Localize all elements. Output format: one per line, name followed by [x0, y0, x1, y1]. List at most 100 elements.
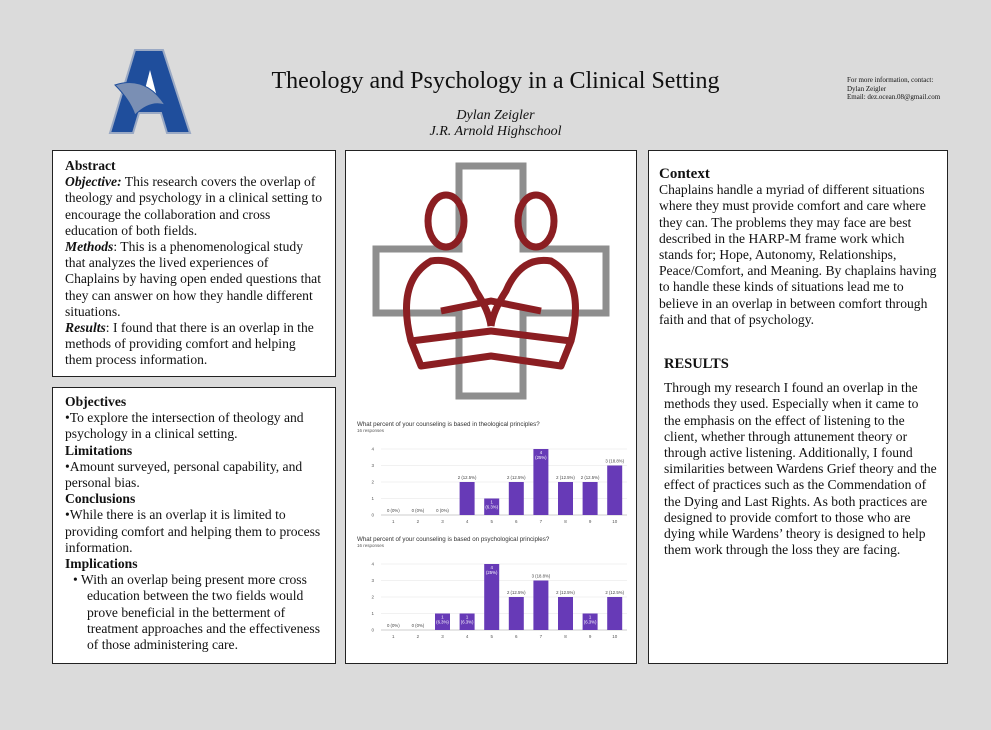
x-tick-label: 2: [417, 634, 420, 639]
contact-line: For more information, contact:: [847, 76, 934, 84]
x-tick-label: 9: [589, 519, 592, 524]
data-label: 2 (12.5%): [581, 475, 600, 480]
results-heading: RESULTS: [664, 356, 729, 373]
data-label: 2 (12.5%): [507, 475, 526, 480]
x-tick-label: 2: [417, 519, 420, 524]
data-label: 0 (0%): [387, 508, 400, 513]
school-logo: [108, 49, 192, 134]
y-tick-label: 4: [371, 562, 374, 567]
data-label: (6.3%): [436, 620, 449, 625]
implications-heading: Implications: [65, 556, 138, 572]
contact-info: For more information, contact: Dylan Zei…: [847, 76, 940, 102]
methods-label: Methods: [65, 239, 114, 255]
bar: [533, 580, 549, 630]
data-label: 1: [466, 615, 469, 620]
data-label: 2 (12.5%): [556, 475, 575, 480]
limitations-text: •Amount surveyed, personal capability, a…: [65, 458, 303, 491]
author-name: Dylan Zeigler: [456, 108, 535, 123]
chart-title: What percent of your counseling is based…: [357, 421, 540, 428]
y-tick-label: 1: [371, 496, 374, 501]
conclusions-heading: Conclusions: [65, 491, 136, 507]
data-label: 4: [540, 450, 543, 455]
context-results-panel: Context Chaplains handle a myriad of dif…: [648, 150, 948, 664]
school-name: J.R. Arnold Highschool: [429, 124, 562, 139]
abstract-heading: Abstract: [65, 158, 116, 173]
data-label: (25%): [486, 570, 498, 575]
bar: [484, 564, 500, 630]
chart-title: What percent of your counseling is based…: [357, 536, 550, 543]
data-label: 0 (0%): [412, 508, 425, 513]
bar: [558, 482, 573, 515]
x-tick-label: 7: [540, 519, 543, 524]
cross-figures-illustration: [372, 162, 610, 400]
data-label: 3 (18.8%): [605, 459, 624, 464]
data-label: 1: [589, 615, 592, 620]
data-label: (6.3%): [485, 505, 498, 510]
bar: [435, 613, 450, 630]
objective-text: This research covers the overlap of theo…: [65, 174, 323, 238]
bar: [484, 498, 500, 515]
data-label: 2 (12.5%): [605, 590, 624, 595]
y-tick-label: 2: [371, 595, 374, 600]
x-tick-label: 8: [564, 519, 567, 524]
results-text: : I found that there is an overlap in th…: [65, 320, 314, 368]
bar: [558, 597, 573, 630]
figures-panel: What percent of your counseling is based…: [345, 150, 637, 664]
objectives-panel: Objectives •To explore the intersection …: [52, 387, 336, 664]
bar: [533, 449, 549, 515]
x-tick-label: 10: [612, 519, 618, 524]
x-tick-label: 9: [589, 634, 592, 639]
context-heading: Context: [659, 166, 710, 182]
implications-text: • With an overlap being present more cro…: [73, 572, 320, 653]
x-tick-label: 5: [490, 519, 493, 524]
author-block: Dylan Zeigler J.R. Arnold Highschool: [0, 108, 991, 140]
x-tick-label: 4: [466, 519, 469, 524]
data-label: 4: [491, 565, 494, 570]
chart-responses: 16 responses: [357, 543, 385, 548]
y-tick-label: 3: [371, 578, 374, 583]
x-tick-label: 5: [490, 634, 493, 639]
chart-theological: What percent of your counseling is based…: [357, 421, 627, 533]
abstract-panel: Abstract Objective: This research covers…: [52, 150, 336, 377]
limitations-heading: Limitations: [65, 442, 133, 458]
data-label: 2 (12.5%): [556, 590, 575, 595]
y-tick-label: 0: [371, 628, 374, 633]
data-label: 0 (0%): [436, 508, 449, 513]
x-tick-label: 7: [540, 634, 543, 639]
x-tick-label: 3: [441, 519, 444, 524]
x-tick-label: 4: [466, 634, 469, 639]
data-label: 0 (0%): [412, 623, 425, 628]
x-tick-label: 8: [564, 634, 567, 639]
data-label: 2 (12.5%): [507, 590, 526, 595]
y-tick-label: 4: [371, 447, 374, 452]
y-tick-label: 1: [371, 611, 374, 616]
bar: [508, 482, 524, 515]
data-label: 1: [441, 615, 444, 620]
bar: [459, 482, 475, 515]
context-text: Chaplains handle a myriad of different s…: [659, 182, 937, 327]
conclusions-text: •While there is an overlap it is limited…: [65, 507, 321, 555]
chart-psychological: What percent of your counseling is based…: [357, 536, 627, 648]
y-tick-label: 3: [371, 463, 374, 468]
data-label: (25%): [535, 455, 547, 460]
contact-email: Email: dez.ocean.08@gmail.com: [847, 93, 941, 101]
bar: [508, 597, 524, 630]
methods-text: : This is a phenomenological study that …: [65, 239, 321, 319]
bar: [582, 613, 598, 630]
objectives-text: •To explore the intersection of theology…: [65, 410, 304, 442]
bar: [582, 482, 598, 515]
data-label: (6.3%): [584, 620, 597, 625]
chart-responses: 16 responses: [357, 428, 385, 433]
objective-label: Objective:: [65, 174, 122, 190]
results-text: Through my research I found an overlap i…: [664, 380, 937, 558]
x-tick-label: 6: [515, 519, 518, 524]
data-label: 1: [491, 500, 494, 505]
x-tick-label: 3: [441, 634, 444, 639]
bar: [607, 465, 623, 515]
x-tick-label: 10: [612, 634, 618, 639]
y-tick-label: 2: [371, 480, 374, 485]
poster-title: Theology and Psychology in a Clinical Se…: [271, 68, 720, 94]
results-label: Results: [65, 320, 106, 336]
